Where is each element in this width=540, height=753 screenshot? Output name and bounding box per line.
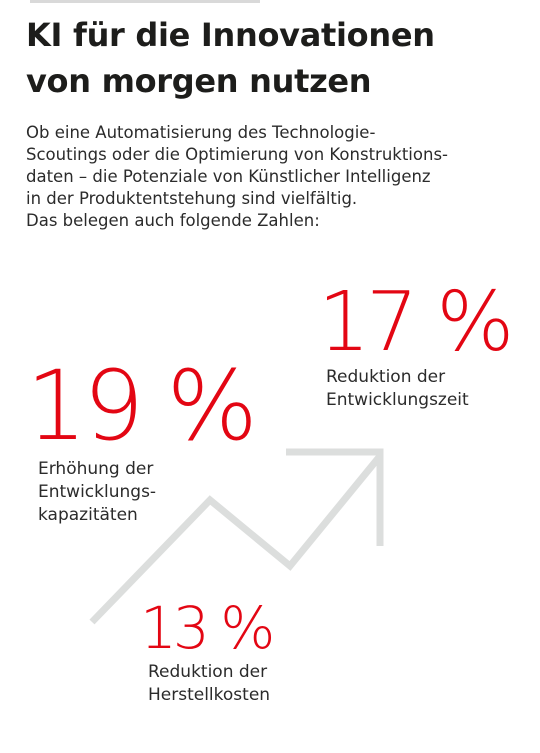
stat-label-line: Entwicklungs- <box>38 482 157 502</box>
stat-development-time: 17 % Reduktion der Entwicklungszeit <box>318 275 514 412</box>
stat-label-line: Erhöhung der <box>38 459 154 479</box>
intro-line-4: in der Produktentstehung sind vielfältig… <box>26 189 358 208</box>
stat-value: 19 % <box>26 350 258 462</box>
intro-line-2: Scoutings oder die Optimierung von Konst… <box>26 145 448 164</box>
stat-label: Reduktion der Entwicklungszeit <box>326 366 510 412</box>
stat-label-line: Reduktion der <box>148 662 268 682</box>
stat-label-line: Entwicklungszeit <box>326 390 469 410</box>
title-line-1: KI für die Innovationen <box>26 16 435 54</box>
intro-line-5: Das belegen auch folgende Zahlen: <box>26 211 320 230</box>
stat-label-line: Herstellkosten <box>148 685 271 705</box>
intro-line-3: daten – die Potenziale von Künstlicher I… <box>26 167 431 186</box>
stat-label-line: Reduktion der <box>326 367 446 387</box>
stat-manufacturing-costs: 13 % Reduktion der Herstellkosten <box>140 594 275 707</box>
stat-label-line: kapazitäten <box>38 505 138 525</box>
title-line-2: von morgen nutzen <box>26 62 372 100</box>
stat-label: Reduktion der Herstellkosten <box>148 661 271 707</box>
stat-label: Erhöhung der Entwicklungs- kapazitäten <box>38 458 254 527</box>
stat-development-capacity: 19 % Erhöhung der Entwicklungs- kapazitä… <box>26 350 258 527</box>
page-title: KI für die Innovationen von morgen nutze… <box>26 12 526 104</box>
stat-value: 13 % <box>140 594 275 662</box>
intro-line-1: Ob eine Automatisierung des Technologie- <box>26 123 376 142</box>
stat-value: 17 % <box>318 275 514 370</box>
top-divider <box>30 0 260 3</box>
intro-paragraph: Ob eine Automatisierung des Technologie-… <box>26 122 526 232</box>
